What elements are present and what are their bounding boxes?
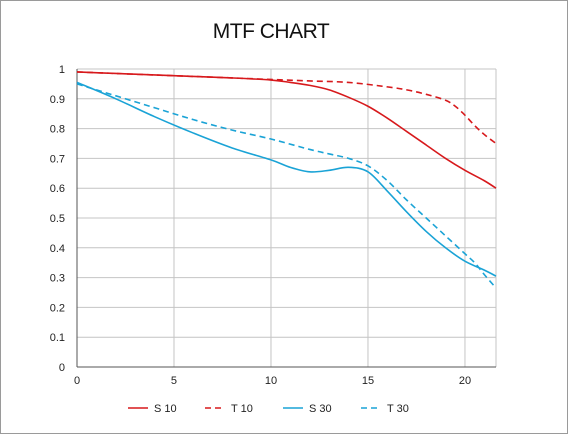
x-tick-label: 20 <box>459 375 471 387</box>
series-line-s-10 <box>76 71 497 189</box>
y-tick-label: 0.7 <box>50 153 65 165</box>
legend-label-s-10: S 10 <box>154 403 177 415</box>
y-tick-label: 0.2 <box>50 302 65 314</box>
y-tick-label: 0.5 <box>50 213 65 225</box>
legend: S 10 T 10 S 30 T 30 <box>128 403 409 415</box>
x-axis-ticks: 0 5 10 15 20 <box>74 375 471 387</box>
series-line-s-30 <box>76 81 497 277</box>
y-axis-ticks: 0 0.1 0.2 0.3 0.4 0.5 0.6 0.7 0.8 0.9 1 <box>50 64 65 374</box>
grid-lines <box>76 68 497 368</box>
series-line-t-10 <box>76 71 497 145</box>
y-tick-label: 0.3 <box>50 273 65 285</box>
y-tick-label: 0.6 <box>50 183 65 195</box>
y-tick-label: 0 <box>59 362 65 374</box>
y-tick-label: 1 <box>59 64 65 76</box>
x-tick-label: 10 <box>265 375 277 387</box>
y-tick-label: 0.4 <box>50 243 65 255</box>
legend-label-s-30: S 30 <box>309 403 332 415</box>
y-tick-label: 0.8 <box>50 124 65 136</box>
x-tick-label: 15 <box>362 375 374 387</box>
y-tick-label: 0.1 <box>50 332 65 344</box>
legend-label-t-30: T 30 <box>387 403 409 415</box>
chart-title: MTF CHART <box>212 20 330 43</box>
x-tick-label: 0 <box>74 375 80 387</box>
series-line-t-30 <box>76 83 497 289</box>
y-tick-label: 0.9 <box>50 94 65 106</box>
legend-label-t-10: T 10 <box>231 403 253 415</box>
series-lines <box>76 71 497 289</box>
x-tick-label: 5 <box>171 375 177 387</box>
